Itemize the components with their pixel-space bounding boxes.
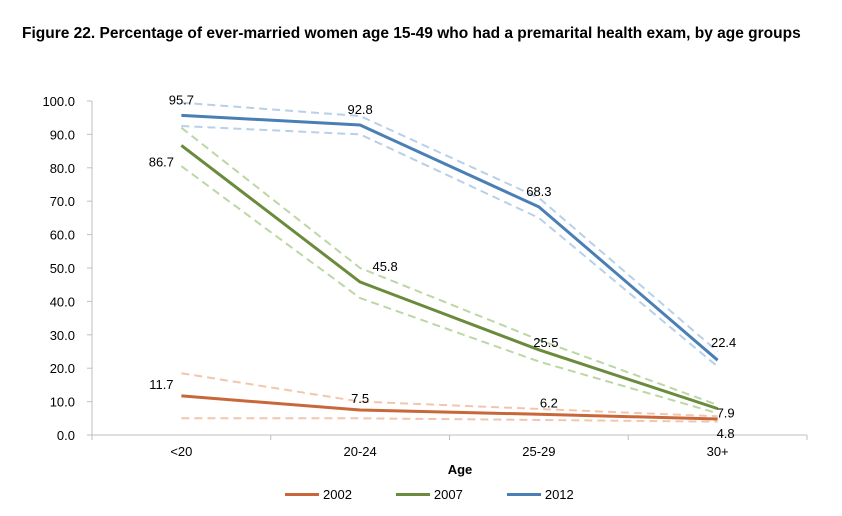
series-2007-upper-bound: [180, 126, 718, 406]
legend-label: 2002: [323, 486, 352, 502]
series-2012-upper-bound: [181, 101, 719, 353]
data-label: 7.9: [717, 406, 735, 421]
line-chart: 0.0 10.0 20.0 30.0 40.0 50.0 60.0 70.0 80.0 90.0 1…: [42, 92, 808, 477]
y-tick-label: 70.0: [50, 194, 75, 209]
y-tick-label: 40.0: [50, 294, 75, 309]
data-label: 6.2: [540, 395, 558, 410]
data-label: 4.8: [717, 426, 735, 441]
chart-title: Figure 22. Percentage of ever-married wo…: [22, 25, 801, 42]
y-tick-label: 30.0: [50, 328, 75, 343]
x-tick-label: 30+: [707, 444, 729, 459]
legend-item-2002: 2002: [285, 487, 352, 502]
y-tick-label: 50.0: [50, 261, 75, 276]
series-2002-lower-bound: [181, 417, 718, 423]
x-tick-label: <20: [170, 444, 192, 459]
series-2002-line: [181, 394, 718, 421]
data-label: 86.7: [149, 154, 174, 169]
series-2002-upper-bound: [181, 372, 718, 418]
x-tick-label: 20-24: [344, 444, 377, 459]
y-tick-label: 90.0: [50, 127, 75, 142]
series-2007-line: [180, 144, 719, 411]
series-2012-lower-bound: [181, 125, 719, 368]
legend-swatch: [506, 492, 541, 496]
y-tick-label: 0.0: [57, 428, 75, 443]
data-label: 25.5: [533, 335, 558, 350]
data-labels: 11.7 7.5 6.2 4.8 86.7 45.8 25.5 7.9 95.7 92.8 68.3…: [149, 92, 737, 441]
data-label: 92.8: [347, 102, 372, 117]
x-tick-label: 25-29: [522, 444, 555, 459]
legend-label: 2007: [433, 486, 463, 502]
data-label: 95.7: [169, 92, 194, 107]
series-2007-lower-bound: [180, 165, 718, 415]
chart-axes: 0.0 10.0 20.0 30.0 40.0 50.0 60.0 70.0 80.0 90.0 1…: [42, 94, 808, 459]
data-label: 68.3: [526, 184, 551, 199]
data-label: 22.4: [711, 335, 736, 350]
data-label: 45.8: [372, 259, 397, 274]
data-label: 7.5: [351, 391, 369, 406]
confidence-bands: [180, 101, 719, 423]
legend-item-2012: 2012: [506, 486, 574, 502]
legend-swatch: [285, 492, 319, 496]
y-tick-label: 100.0: [42, 94, 75, 109]
data-label: 11.7: [149, 377, 173, 392]
legend-label: 2012: [544, 486, 574, 502]
series-2012-line: [181, 113, 719, 362]
legend-item-2007: 2007: [395, 486, 463, 502]
series-lines: [180, 113, 719, 421]
chart-legend: 2002 2007 2012: [285, 484, 618, 504]
x-axis-label: Age: [448, 462, 473, 477]
y-tick-label: 10.0: [50, 395, 75, 410]
legend-swatch: [395, 492, 430, 496]
y-tick-label: 80.0: [50, 161, 75, 176]
y-tick-label: 60.0: [50, 228, 75, 243]
y-tick-label: 20.0: [50, 361, 75, 376]
